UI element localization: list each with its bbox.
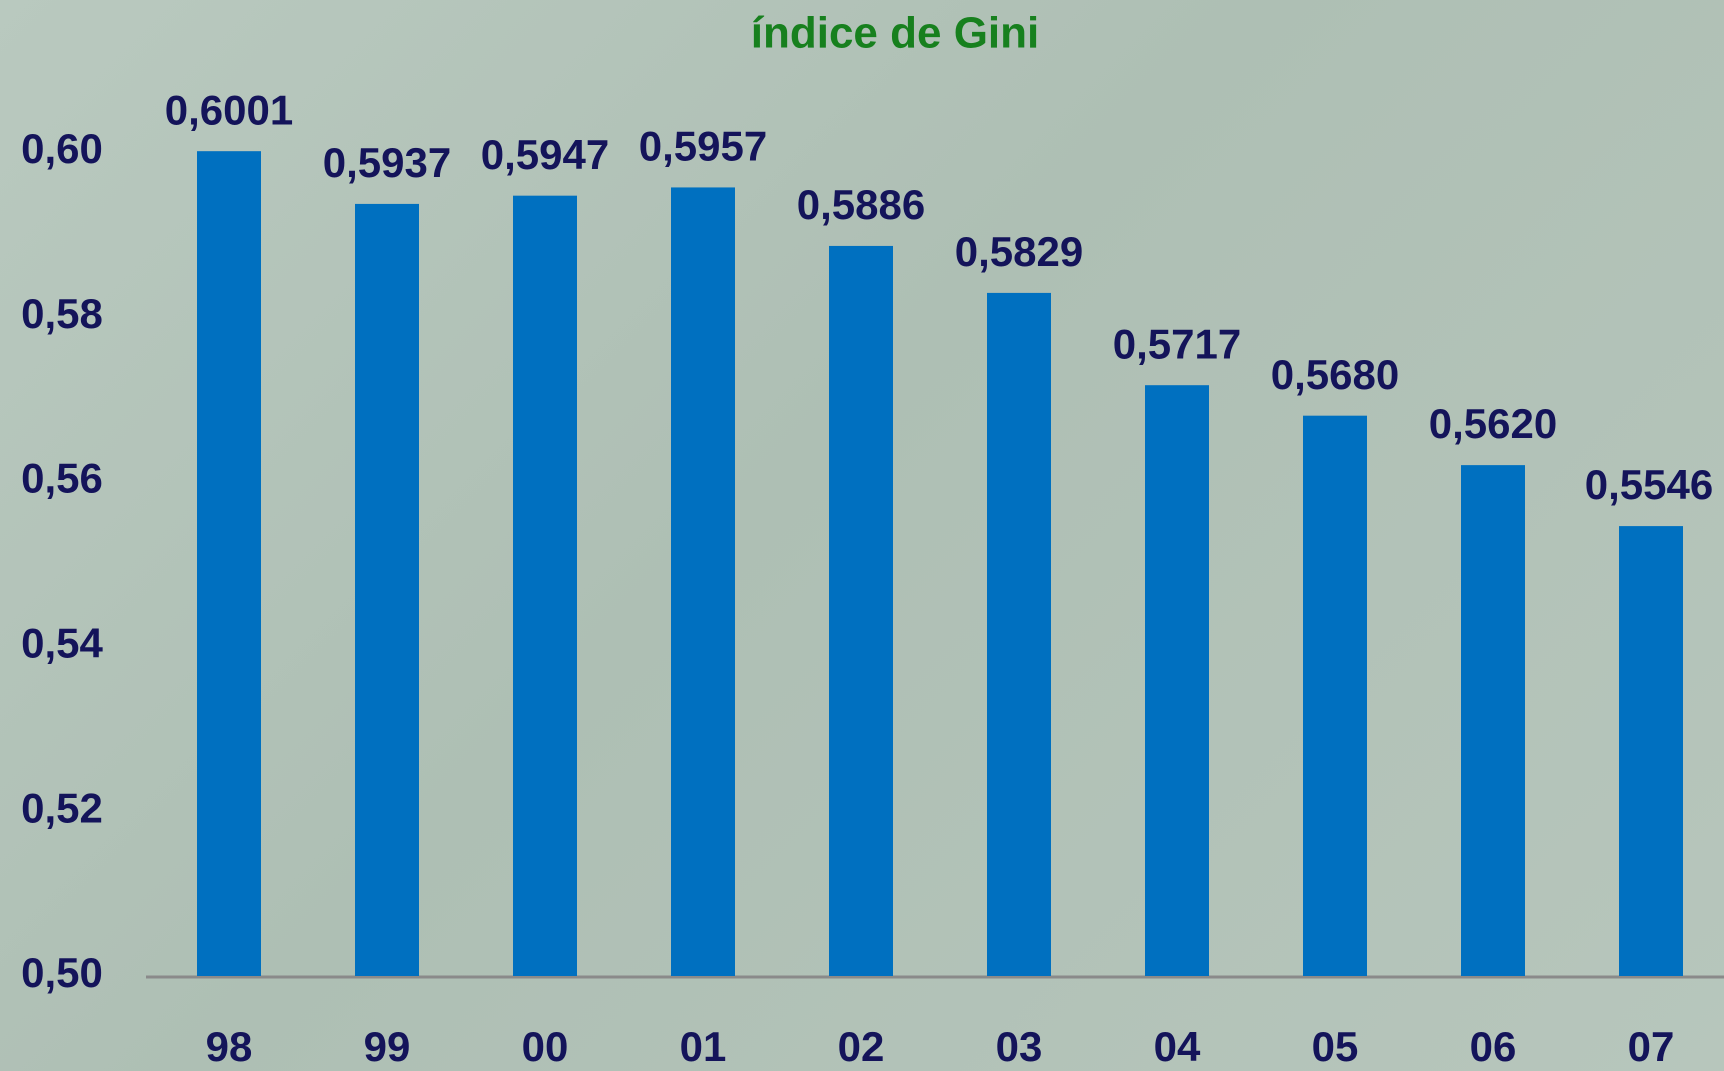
y-tick-label: 0,58 — [21, 290, 103, 337]
x-tick-label: 98 — [206, 1023, 253, 1070]
value-label: 0,5717 — [1113, 320, 1241, 367]
x-tick-label: 07 — [1628, 1023, 1675, 1070]
bar — [355, 204, 419, 976]
value-label: 0,5886 — [797, 181, 925, 228]
value-label: 0,5957 — [639, 123, 767, 170]
bar — [829, 246, 893, 976]
x-tick-label: 03 — [996, 1023, 1043, 1070]
x-tick-label: 04 — [1154, 1023, 1201, 1070]
y-tick-label: 0,50 — [21, 949, 103, 996]
value-label: 0,5829 — [955, 228, 1083, 275]
y-tick-label: 0,60 — [21, 125, 103, 172]
x-tick-label: 99 — [364, 1023, 411, 1070]
value-label: 0,6001 — [165, 86, 293, 133]
page: índice de Gini 0,50 0,52 0,54 0,56 0,58 0,60 9… — [0, 0, 1724, 1071]
bar — [1461, 465, 1525, 976]
x-tick-label: 02 — [838, 1023, 885, 1070]
y-tick-label: 0,54 — [21, 619, 103, 666]
x-tick-label: 05 — [1312, 1023, 1359, 1070]
x-tick-label: 01 — [680, 1023, 727, 1070]
value-label: 0,5546 — [1585, 461, 1713, 508]
value-label: 0,5680 — [1271, 351, 1399, 398]
chart: índice de Gini 0,50 0,52 0,54 0,56 0,58 0,60 9… — [0, 0, 1724, 1071]
bar — [1303, 416, 1367, 976]
bar — [1145, 385, 1209, 976]
y-tick-label: 0,52 — [21, 784, 103, 831]
x-tick-label: 06 — [1470, 1023, 1517, 1070]
bar — [513, 196, 577, 976]
chart-title: índice de Gini — [751, 9, 1040, 58]
value-label: 0,5620 — [1429, 400, 1557, 447]
bar — [671, 187, 735, 976]
bar — [197, 151, 261, 976]
value-label: 0,5947 — [481, 131, 609, 178]
bar — [1619, 526, 1683, 976]
value-label: 0,5937 — [323, 139, 451, 186]
y-tick-label: 0,56 — [21, 455, 103, 502]
bar — [987, 293, 1051, 976]
x-tick-label: 00 — [522, 1023, 569, 1070]
